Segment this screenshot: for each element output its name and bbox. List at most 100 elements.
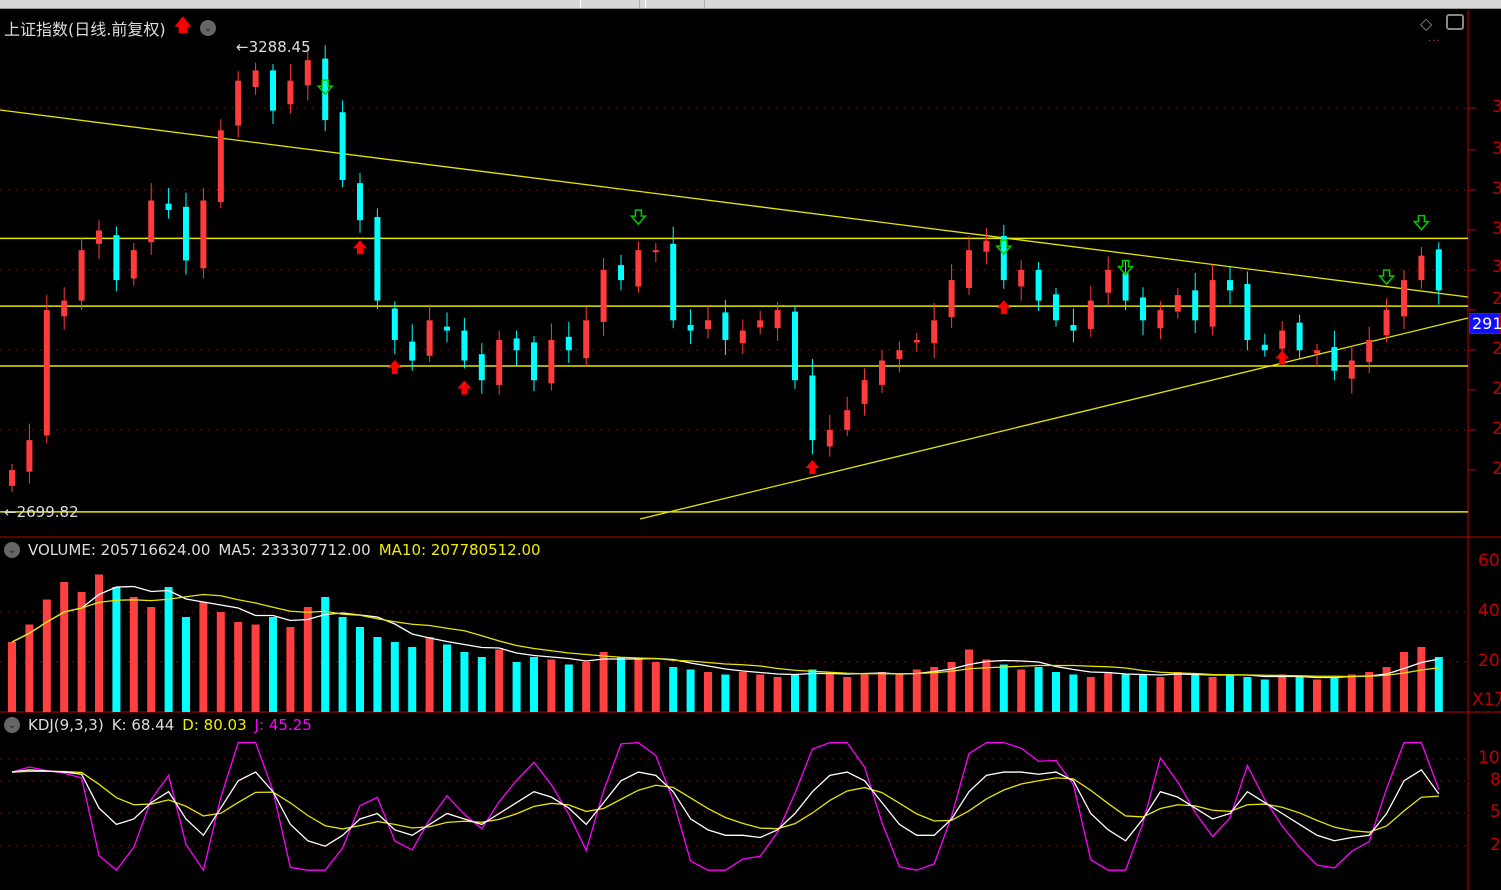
- candle-body: [322, 58, 329, 121]
- up-arrow-icon[interactable]: 🡅: [173, 15, 193, 36]
- volume-bar: [1434, 657, 1443, 712]
- candle-body: [1314, 350, 1320, 354]
- candle-body: [200, 200, 207, 269]
- candle-body: [948, 280, 955, 318]
- candle-body: [1087, 300, 1094, 329]
- volume-bar: [495, 649, 504, 712]
- price-axis-tick: 2: [1492, 420, 1501, 438]
- candle-body: [1000, 235, 1007, 281]
- volume-bar: [1417, 647, 1426, 712]
- volume-bar: [1243, 677, 1252, 712]
- candle-body: [1261, 344, 1268, 351]
- volume-bar: [1017, 669, 1026, 712]
- volume-bar: [912, 669, 921, 712]
- volume-bar: [512, 662, 521, 712]
- volume-bar: [1034, 667, 1043, 712]
- volume-bar: [825, 672, 834, 712]
- candle-body: [513, 338, 520, 351]
- kdj-k: K: 68.44: [111, 716, 175, 734]
- volume-axis-tick: 40: [1478, 602, 1500, 620]
- volume-bar: [112, 587, 121, 712]
- volume-bar: [965, 649, 973, 712]
- volume-bar: [1347, 674, 1356, 712]
- candle-body: [722, 312, 729, 341]
- candle-body: [705, 320, 711, 329]
- candle-body: [792, 311, 798, 381]
- volume-bar: [1069, 674, 1078, 712]
- candle-body: [1174, 295, 1181, 312]
- volume-bar: [634, 659, 643, 712]
- candle-body: [287, 80, 294, 105]
- volume-bar: [460, 652, 469, 712]
- candle-body: [844, 410, 851, 430]
- diamond-icon[interactable]: ◇: [1420, 14, 1433, 33]
- volume-axis-tick: 60: [1478, 552, 1500, 570]
- volume-bar: [129, 597, 138, 712]
- candle-body: [1227, 280, 1233, 291]
- candle-body: [1296, 322, 1303, 351]
- volume-bar: [930, 667, 939, 712]
- volume-bar: [356, 627, 364, 712]
- last-price-tag: 291: [1469, 313, 1501, 334]
- candle-body: [1035, 269, 1042, 301]
- volume-bar: [582, 662, 591, 712]
- volume-bar: [686, 669, 695, 712]
- volume-bar: [1260, 679, 1269, 712]
- buy-signal-arrow-icon: [996, 300, 1011, 315]
- candle-body: [1418, 255, 1425, 281]
- volume-bar: [947, 662, 956, 712]
- candle-body: [583, 320, 590, 359]
- volume-ma5: MA5: 233307712.00: [218, 541, 371, 559]
- kdj-axis-tick: 8: [1490, 771, 1501, 789]
- candle-body: [270, 70, 276, 111]
- kdj-axis-tick: 10: [1478, 749, 1500, 767]
- price-axis-tick: 2: [1492, 460, 1501, 478]
- volume-bar: [1173, 672, 1182, 712]
- candle-body: [896, 350, 903, 359]
- kdj-d: D: 80.03: [182, 716, 247, 734]
- volume-header: ⌄ VOLUME: 205716624.00 MA5: 233307712.00…: [4, 541, 541, 559]
- price-axis-tick: 2: [1492, 290, 1501, 308]
- candle-body: [879, 360, 885, 385]
- candle-body: [548, 340, 555, 384]
- candle-body: [687, 325, 694, 331]
- candle-body: [113, 235, 120, 281]
- candle-body: [913, 340, 920, 343]
- tab[interactable]: [580, 0, 640, 8]
- candle-body: [1244, 284, 1251, 341]
- more-dots-icon[interactable]: ···: [1428, 36, 1441, 47]
- chevron-down-icon[interactable]: ⌄: [4, 542, 20, 558]
- candle-body: [183, 206, 189, 261]
- volume-bar: [808, 669, 817, 712]
- volume-ma5-line: [11, 585, 1439, 679]
- panel-toggle-icon[interactable]: [1446, 14, 1464, 30]
- candle-body: [426, 320, 433, 356]
- volume-bar: [164, 587, 173, 712]
- candle-body: [1435, 249, 1442, 291]
- volume-bar: [1139, 674, 1147, 712]
- trend-line: [0, 109, 1469, 298]
- kdj-d-line: [11, 770, 1439, 833]
- volume-bar: [147, 607, 156, 712]
- candle-body: [565, 336, 572, 351]
- candle-body: [826, 429, 833, 447]
- chevron-down-icon[interactable]: ⌄: [200, 20, 217, 36]
- volume-bar: [1400, 652, 1408, 712]
- kdj-label: KDJ(9,3,3): [28, 716, 104, 734]
- volume-bar: [843, 677, 852, 712]
- volume-bar: [25, 624, 34, 712]
- volume-ma10: MA10: 207780512.00: [378, 541, 541, 559]
- chevron-down-icon[interactable]: ⌄: [4, 717, 20, 733]
- candle-body: [1070, 325, 1077, 331]
- volume-bar: [182, 617, 190, 712]
- volume-bar: [1104, 672, 1113, 712]
- volume-bar: [321, 597, 330, 712]
- price-axis-tick: 3: [1492, 140, 1501, 158]
- volume-bar: [617, 657, 625, 712]
- candle-body: [861, 380, 868, 404]
- tab[interactable]: [645, 0, 705, 8]
- chart-title: 上证指数(日线.前复权): [4, 20, 166, 39]
- volume-bar: [895, 674, 904, 712]
- price-axis-tick: 2: [1492, 340, 1501, 358]
